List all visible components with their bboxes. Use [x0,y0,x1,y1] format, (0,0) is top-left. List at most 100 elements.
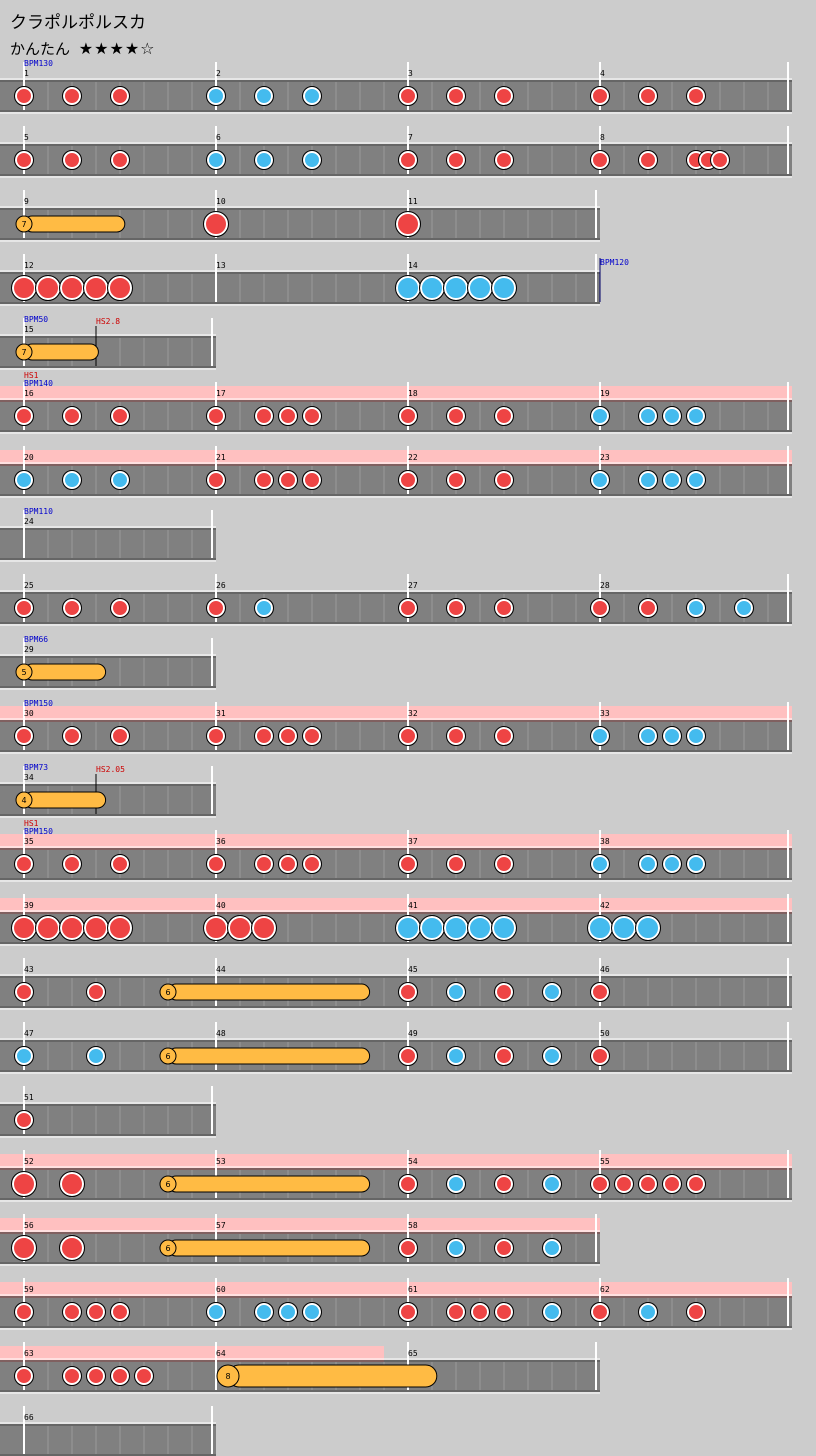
ka-note [492,276,516,300]
balloon-count: 5 [21,668,26,677]
note-outline [638,854,658,874]
measure-number: 1 [24,69,29,78]
note-outline [206,150,226,170]
ka-note [639,727,657,745]
note-outline [278,1302,298,1322]
don-note [63,407,81,425]
note-outline [14,982,34,1002]
don-note [15,1367,33,1385]
note-outline [542,982,562,1002]
note-outline [110,726,130,746]
note-outline [110,470,130,490]
note-outline [590,598,610,618]
bpm-label: BPM150 [24,699,53,708]
note-outline [635,915,661,941]
note-outline [302,854,322,874]
note-outline [662,470,682,490]
note-outline [446,726,466,746]
note-outline [398,406,418,426]
don-note [447,471,465,489]
don-note [399,1239,417,1257]
measure-number: 7 [408,133,413,142]
measure-number: 20 [24,453,34,462]
note-outline [254,854,274,874]
note-outline [638,1302,658,1322]
don-note [255,855,273,873]
don-note [447,1303,465,1321]
note-outline [62,470,82,490]
ka-note [543,1303,561,1321]
measure-number: 52 [24,1157,34,1166]
balloon-head [159,1047,177,1065]
bpm-label: BPM66 [24,635,48,644]
don-note [111,599,129,617]
note-outline [110,1366,130,1386]
note-outline [302,726,322,746]
note-outline [62,1366,82,1386]
ka-note [663,407,681,425]
note-outline [206,726,226,746]
note-outline [254,1302,274,1322]
don-note [399,855,417,873]
don-note [228,916,252,940]
don-note [111,151,129,169]
note-outline [398,1046,418,1066]
note-outline [662,1174,682,1194]
ka-note [468,276,492,300]
note-outline [59,1171,85,1197]
don-note [639,599,657,617]
ka-note [447,1047,465,1065]
ka-note [303,87,321,105]
don-note [447,727,465,745]
don-note [84,276,108,300]
don-note [279,855,297,873]
ka-note [444,276,468,300]
ka-note [279,1303,297,1321]
lane [0,402,792,430]
ka-note [447,983,465,1001]
measure-number: 30 [24,709,34,718]
don-note [15,1303,33,1321]
measure-number: 15 [24,325,34,334]
don-note [279,471,297,489]
don-note [207,599,225,617]
note-outline [542,1046,562,1066]
note-outline [590,150,610,170]
note-outline [446,1238,466,1258]
note-outline [590,1302,610,1322]
note-outline [446,982,466,1002]
note-outline [254,150,274,170]
ka-note [591,855,609,873]
don-note [591,1303,609,1321]
measure-number: 38 [600,837,610,846]
balloon-count: 6 [165,988,170,997]
note-outline [494,150,514,170]
don-note [495,1239,513,1257]
measure-number: 8 [600,133,605,142]
note-outline [110,598,130,618]
measure-number: 66 [24,1413,34,1422]
note-outline [254,470,274,490]
song-title: クラポルポルスカ [10,13,146,33]
note-outline [590,1046,610,1066]
don-note [495,1047,513,1065]
balloon-head [15,343,33,361]
note-outline [491,915,517,941]
note-outline [662,726,682,746]
note-outline [302,406,322,426]
bpm-label: BPM120 [600,258,629,267]
note-outline [446,470,466,490]
don-note [207,471,225,489]
don-note [15,1111,33,1129]
don-note [303,407,321,425]
ka-note [543,1239,561,1257]
note-outline [638,406,658,426]
ka-note [207,87,225,105]
lane [0,978,792,1006]
note-outline [494,726,514,746]
note-outline [638,598,658,618]
measure-number: 29 [24,645,34,654]
note-outline [446,406,466,426]
note-outline [590,854,610,874]
measure-number: 10 [216,197,226,206]
